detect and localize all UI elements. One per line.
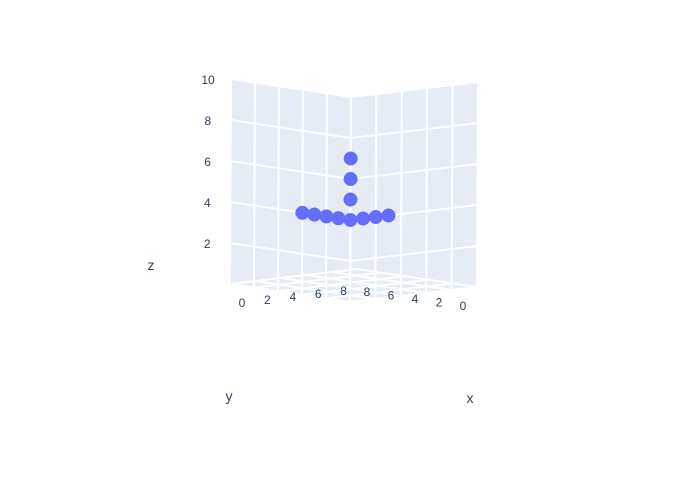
wall-yz-grid-y <box>277 86 280 292</box>
y-tick-label: 0 <box>460 299 467 313</box>
wall-yz-grid-z <box>230 119 351 139</box>
floor-grid-x <box>255 280 376 300</box>
wall-xz-grid-x <box>450 84 454 291</box>
x-tick-label: 2 <box>264 293 271 307</box>
z-axis-title: z <box>148 257 155 273</box>
wall-xz-grid-x <box>476 81 479 288</box>
x-tick-label: 6 <box>315 287 322 301</box>
wall-yz-grid-y <box>229 78 232 285</box>
z-tick-label: 6 <box>204 155 211 169</box>
z-tick-label: 4 <box>204 196 211 210</box>
gridlines <box>229 78 479 303</box>
floor-grid-y <box>301 278 430 296</box>
floor-grid-y <box>229 268 358 285</box>
wall-yz <box>230 79 351 302</box>
z-tick-label: 8 <box>204 114 211 128</box>
wall-xz-grid-z <box>350 245 478 262</box>
z-tick-label: 2 <box>204 237 211 251</box>
wall-xz <box>350 82 478 302</box>
floor-grid-x <box>306 274 427 294</box>
wall-yz-grid-z <box>229 283 351 303</box>
data-point <box>307 207 322 222</box>
y-tick-label: 4 <box>412 292 419 306</box>
wall-yz-grid-y <box>301 89 304 295</box>
data-point <box>295 205 310 220</box>
wall-xz-grid-z <box>349 286 478 303</box>
wall-yz-grid-y <box>325 93 328 299</box>
x-tick-label: 8 <box>340 284 347 298</box>
wall-yz-grid-z <box>230 242 351 262</box>
data-point <box>368 209 383 225</box>
floor-grid-y <box>253 271 382 289</box>
wall-xz-grid-x <box>399 90 403 297</box>
wall-xz-grid-x <box>374 93 378 300</box>
data-point <box>343 151 358 166</box>
wall-xz-grid-x <box>425 87 429 294</box>
data-point <box>343 192 358 207</box>
data-point <box>356 211 371 226</box>
x-tick-label: 4 <box>289 290 296 304</box>
wall-yz-grid-z <box>230 78 352 98</box>
floor-grid-y <box>277 275 406 293</box>
data-point <box>331 211 346 226</box>
wall-yz-grid-y <box>253 82 256 288</box>
floor-grid-x <box>280 277 401 297</box>
y-tick-label: 2 <box>436 296 443 310</box>
floor-grid-x <box>356 268 478 288</box>
y-tick-label: 6 <box>388 288 395 302</box>
wall-xz-grid-z <box>350 163 478 180</box>
z-tick-label: 10 <box>201 73 215 87</box>
data-point <box>381 208 396 223</box>
data-points <box>295 151 396 228</box>
data-point <box>343 171 358 187</box>
data-point <box>343 212 358 228</box>
tick-labels: 0 2 4 6 8 0 2 4 6 8 2 4 6 8 10 <box>201 73 466 313</box>
x-tick-label: 0 <box>239 296 246 310</box>
floor-grid-y <box>325 282 454 300</box>
x-axis-title: x <box>467 390 474 406</box>
wall-xz-grid-z <box>350 122 478 139</box>
data-point <box>319 209 334 224</box>
axis-titles: x y z <box>148 257 474 406</box>
y-tick-label: 8 <box>364 285 371 299</box>
wall-xz-grid-z <box>350 81 479 98</box>
y-axis-title: y <box>226 388 233 404</box>
wall-yz-grid-z <box>230 160 351 180</box>
floor-grid-x <box>331 271 452 291</box>
